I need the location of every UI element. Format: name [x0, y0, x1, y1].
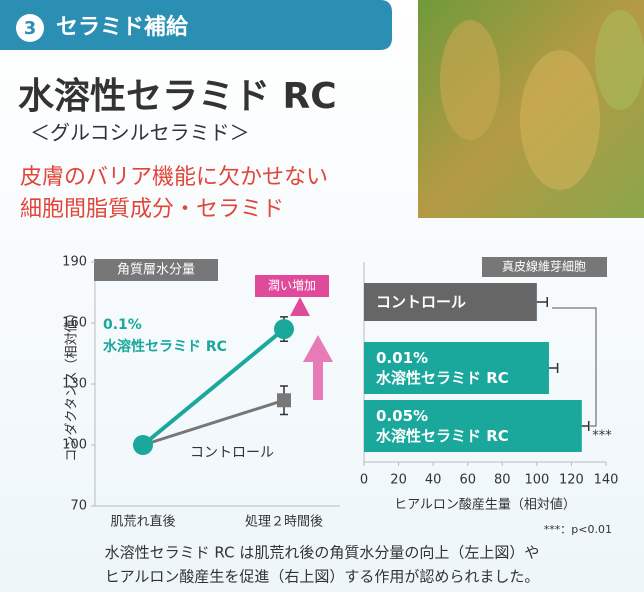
- tagline: 皮膚のバリア機能に欠かせない: [20, 165, 328, 190]
- series-line: [141, 327, 286, 447]
- error-bar: [548, 363, 559, 373]
- chart-title-box: [482, 257, 607, 277]
- chart-title-box: [94, 259, 218, 281]
- header-bar: [0, 0, 392, 50]
- x-tick-label: 20: [390, 473, 407, 488]
- x-tick-label: 100: [524, 473, 549, 488]
- increase-arrow: [303, 335, 333, 400]
- legend-label: コントロール: [190, 445, 274, 461]
- significance-bracket: [552, 307, 597, 427]
- x-axis-label: ヒアルロン酸産生量（相対値）: [394, 497, 576, 513]
- y-tick-label: 190: [62, 255, 87, 270]
- photo-shape: [440, 20, 500, 140]
- bar-label: 0.05%水溶性セラミド RC: [376, 407, 509, 445]
- photo-shape: [595, 10, 644, 110]
- photo-shape: [520, 50, 600, 190]
- header-title: セラミド補給: [56, 14, 189, 40]
- annotation: 潤い増加: [268, 279, 316, 293]
- y-tick-label: 130: [62, 377, 87, 392]
- chart-title: 真皮線維芽細胞: [502, 259, 586, 274]
- heading-subtitle: ＜グルコシルセラミド＞: [30, 121, 250, 145]
- bar: [364, 400, 582, 452]
- point: [277, 393, 291, 408]
- x-tick-label: 肌荒れ直後: [110, 515, 175, 530]
- annotation-arrow: [290, 297, 310, 316]
- bar-label: 0.01%水溶性セラミド RC: [376, 349, 509, 387]
- chart-title: 角質層水分量: [117, 263, 195, 278]
- photo: [418, 0, 644, 218]
- y-axis-label: コンダクタンス（相対値）: [64, 306, 80, 461]
- footnote: ***：p<0.01: [544, 523, 612, 536]
- y-tick-label: 100: [62, 438, 87, 453]
- point: [133, 435, 153, 455]
- tagline: 細胞間脂質成分・セラミド: [20, 197, 284, 222]
- bar-label: コントロール: [376, 293, 466, 311]
- x-tick-label: 40: [425, 473, 442, 488]
- bar: [364, 283, 537, 321]
- y-tick-label: 160: [62, 316, 87, 331]
- legend-label: 0.1%水溶性セラミド RC: [103, 317, 227, 355]
- badge: [16, 14, 44, 42]
- x-tick-label: 60: [459, 473, 476, 488]
- caption: ヒアルロン酸産生を促進（右上図）する作用が認められました。: [105, 568, 540, 586]
- x-tick-label: 80: [494, 473, 511, 488]
- annotation-box: [255, 275, 329, 297]
- point: [274, 319, 294, 340]
- series-line: [142, 398, 285, 447]
- badge-number: 3: [24, 18, 37, 39]
- x-tick-label: 140: [594, 473, 619, 488]
- x-tick-label: 処理２時間後: [245, 515, 323, 530]
- error-bar: [536, 297, 548, 307]
- caption: 水溶性セラミド RC は肌荒れ後の角質水分量の向上（左上図）や: [105, 544, 540, 562]
- x-tick-label: 120: [559, 473, 584, 488]
- heading-title: 水溶性セラミド RC: [18, 76, 337, 117]
- x-tick-label: 0: [360, 473, 368, 488]
- bar: [364, 342, 549, 394]
- y-tick-label: 70: [70, 499, 87, 514]
- annotation: ***: [592, 429, 612, 444]
- error-bar: [581, 421, 590, 431]
